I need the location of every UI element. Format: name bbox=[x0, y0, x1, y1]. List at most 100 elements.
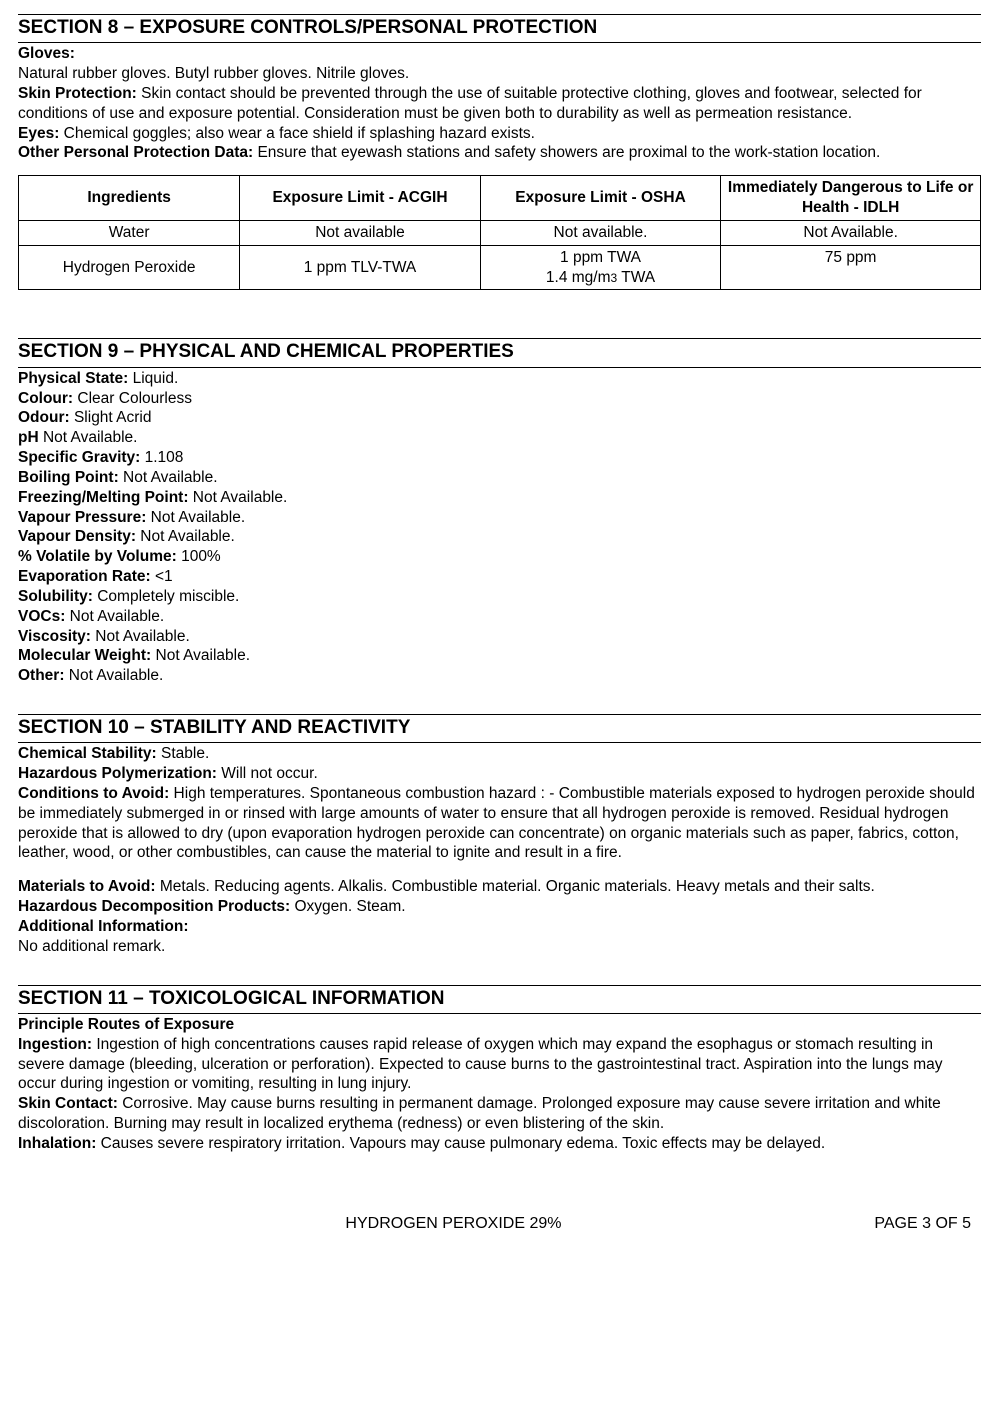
exposure-limits-table: Ingredients Exposure Limit - ACGIH Expos… bbox=[18, 175, 981, 290]
section-10-body: Chemical Stability: Stable. Hazardous Po… bbox=[18, 743, 981, 956]
section-9-header: SECTION 9 – PHYSICAL AND CHEMICAL PROPER… bbox=[18, 338, 981, 367]
materials-avoid-label: Materials to Avoid: bbox=[18, 878, 156, 895]
property-row: Odour: Slight Acrid bbox=[18, 408, 981, 428]
property-row: VOCs: Not Available. bbox=[18, 607, 981, 627]
property-row: Specific Gravity: 1.108 bbox=[18, 448, 981, 468]
table-row: Water Not available Not available. Not A… bbox=[19, 220, 981, 245]
section-11-body: Principle Routes of Exposure Ingestion: … bbox=[18, 1014, 981, 1154]
property-row: Evaporation Rate: <1 bbox=[18, 567, 981, 587]
skin-contact-val: Corrosive. May cause burns resulting in … bbox=[18, 1095, 941, 1132]
inhalation-val: Causes severe respiratory irritation. Va… bbox=[96, 1135, 825, 1152]
property-value: 100% bbox=[177, 548, 221, 565]
table-header-row: Ingredients Exposure Limit - ACGIH Expos… bbox=[19, 176, 981, 221]
property-row: Physical State: Liquid. bbox=[18, 369, 981, 389]
haz-decomp-label: Hazardous Decomposition Products: bbox=[18, 898, 290, 915]
additional-info-val: No additional remark. bbox=[18, 937, 981, 957]
gloves-text: Natural rubber gloves. Butyl rubber glov… bbox=[18, 64, 981, 84]
property-label: Colour: bbox=[18, 390, 73, 407]
property-value: Not Available. bbox=[65, 608, 164, 625]
property-row: Boiling Point: Not Available. bbox=[18, 468, 981, 488]
skin-contact-label: Skin Contact: bbox=[18, 1095, 118, 1112]
eyes-text: Chemical goggles; also wear a face shiel… bbox=[59, 125, 535, 142]
col-ingredients: Ingredients bbox=[19, 176, 240, 221]
property-value: Not Available. bbox=[39, 429, 138, 446]
skin-protection-label: Skin Protection: bbox=[18, 85, 137, 102]
section-9-body: Physical State: Liquid.Colour: Clear Col… bbox=[18, 368, 981, 686]
cell-water: Water bbox=[19, 220, 240, 245]
property-label: Odour: bbox=[18, 409, 70, 426]
property-label: Other: bbox=[18, 667, 65, 684]
cell-h2o2-osha-line2: 1.4 mg/m3 TWA bbox=[487, 268, 715, 288]
haz-polymer-val: Will not occur. bbox=[217, 765, 318, 782]
property-value: Not Available. bbox=[151, 647, 250, 664]
gloves-label: Gloves: bbox=[18, 45, 75, 62]
ingestion-label: Ingestion: bbox=[18, 1036, 92, 1053]
cell-h2o2-acgih: 1 ppm TLV-TWA bbox=[240, 245, 481, 290]
col-osha: Exposure Limit - OSHA bbox=[480, 176, 721, 221]
routes-exposure-label: Principle Routes of Exposure bbox=[18, 1016, 234, 1033]
property-row: Viscosity: Not Available. bbox=[18, 627, 981, 647]
other-ppe-text: Ensure that eyewash stations and safety … bbox=[253, 144, 880, 161]
property-row: Molecular Weight: Not Available. bbox=[18, 646, 981, 666]
property-value: Clear Colourless bbox=[73, 390, 192, 407]
property-row: Vapour Density: Not Available. bbox=[18, 527, 981, 547]
property-value: Not Available. bbox=[91, 628, 190, 645]
footer-page: PAGE 3 OF 5 bbox=[731, 1214, 981, 1234]
cell-water-acgih: Not available bbox=[240, 220, 481, 245]
property-row: Colour: Clear Colourless bbox=[18, 389, 981, 409]
section-8-header: SECTION 8 – EXPOSURE CONTROLS/PERSONAL P… bbox=[18, 14, 981, 43]
property-value: Not Available. bbox=[189, 489, 288, 506]
property-value: Not Available. bbox=[146, 509, 245, 526]
haz-decomp-val: Oxygen. Steam. bbox=[290, 898, 405, 915]
ingestion-val: Ingestion of high concentrations causes … bbox=[18, 1036, 943, 1093]
property-row: Solubility: Completely miscible. bbox=[18, 587, 981, 607]
property-label: Evaporation Rate: bbox=[18, 568, 151, 585]
inhalation-label: Inhalation: bbox=[18, 1135, 96, 1152]
property-row: Vapour Pressure: Not Available. bbox=[18, 508, 981, 528]
property-label: pH bbox=[18, 429, 39, 446]
property-value: <1 bbox=[151, 568, 173, 585]
property-value: Not Available. bbox=[65, 667, 164, 684]
property-label: Solubility: bbox=[18, 588, 93, 605]
section-8-body: Gloves: Natural rubber gloves. Butyl rub… bbox=[18, 43, 981, 290]
property-label: Physical State: bbox=[18, 370, 128, 387]
chem-stability-label: Chemical Stability: bbox=[18, 745, 157, 762]
cell-h2o2-osha: 1 ppm TWA 1.4 mg/m3 TWA bbox=[480, 245, 721, 290]
property-label: Vapour Pressure: bbox=[18, 509, 146, 526]
cell-h2o2-osha-line1: 1 ppm TWA bbox=[487, 248, 715, 268]
haz-polymer-label: Hazardous Polymerization: bbox=[18, 765, 217, 782]
page-footer: HYDROGEN PEROXIDE 29% PAGE 3 OF 5 bbox=[18, 1214, 981, 1234]
eyes-label: Eyes: bbox=[18, 125, 59, 142]
cell-water-idlh: Not Available. bbox=[721, 220, 981, 245]
cell-water-osha: Not available. bbox=[480, 220, 721, 245]
property-value: Slight Acrid bbox=[70, 409, 152, 426]
property-value: Completely miscible. bbox=[93, 588, 239, 605]
property-value: 1.108 bbox=[140, 449, 183, 466]
property-value: Liquid. bbox=[128, 370, 178, 387]
materials-avoid-val: Metals. Reducing agents. Alkalis. Combus… bbox=[156, 878, 875, 895]
property-label: Specific Gravity: bbox=[18, 449, 140, 466]
section-10-header: SECTION 10 – STABILITY AND REACTIVITY bbox=[18, 714, 981, 743]
skin-protection-text: Skin contact should be prevented through… bbox=[18, 85, 922, 122]
section-11-header: SECTION 11 – TOXICOLOGICAL INFORMATION bbox=[18, 985, 981, 1014]
property-label: Vapour Density: bbox=[18, 528, 136, 545]
chem-stability-val: Stable. bbox=[157, 745, 210, 762]
property-row: pH Not Available. bbox=[18, 428, 981, 448]
property-value: Not Available. bbox=[119, 469, 218, 486]
footer-product: HYDROGEN PEROXIDE 29% bbox=[345, 1214, 730, 1234]
property-label: VOCs: bbox=[18, 608, 65, 625]
cell-h2o2: Hydrogen Peroxide bbox=[19, 245, 240, 290]
property-row: Freezing/Melting Point: Not Available. bbox=[18, 488, 981, 508]
property-row: Other: Not Available. bbox=[18, 666, 981, 686]
col-acgih: Exposure Limit - ACGIH bbox=[240, 176, 481, 221]
property-label: % Volatile by Volume: bbox=[18, 548, 177, 565]
property-value: Not Available. bbox=[136, 528, 235, 545]
property-label: Freezing/Melting Point: bbox=[18, 489, 189, 506]
col-idlh: Immediately Dangerous to Life or Health … bbox=[721, 176, 981, 221]
additional-info-label: Additional Information: bbox=[18, 918, 188, 935]
property-row: % Volatile by Volume: 100% bbox=[18, 547, 981, 567]
property-label: Molecular Weight: bbox=[18, 647, 151, 664]
property-label: Boiling Point: bbox=[18, 469, 119, 486]
property-label: Viscosity: bbox=[18, 628, 91, 645]
other-ppe-label: Other Personal Protection Data: bbox=[18, 144, 253, 161]
